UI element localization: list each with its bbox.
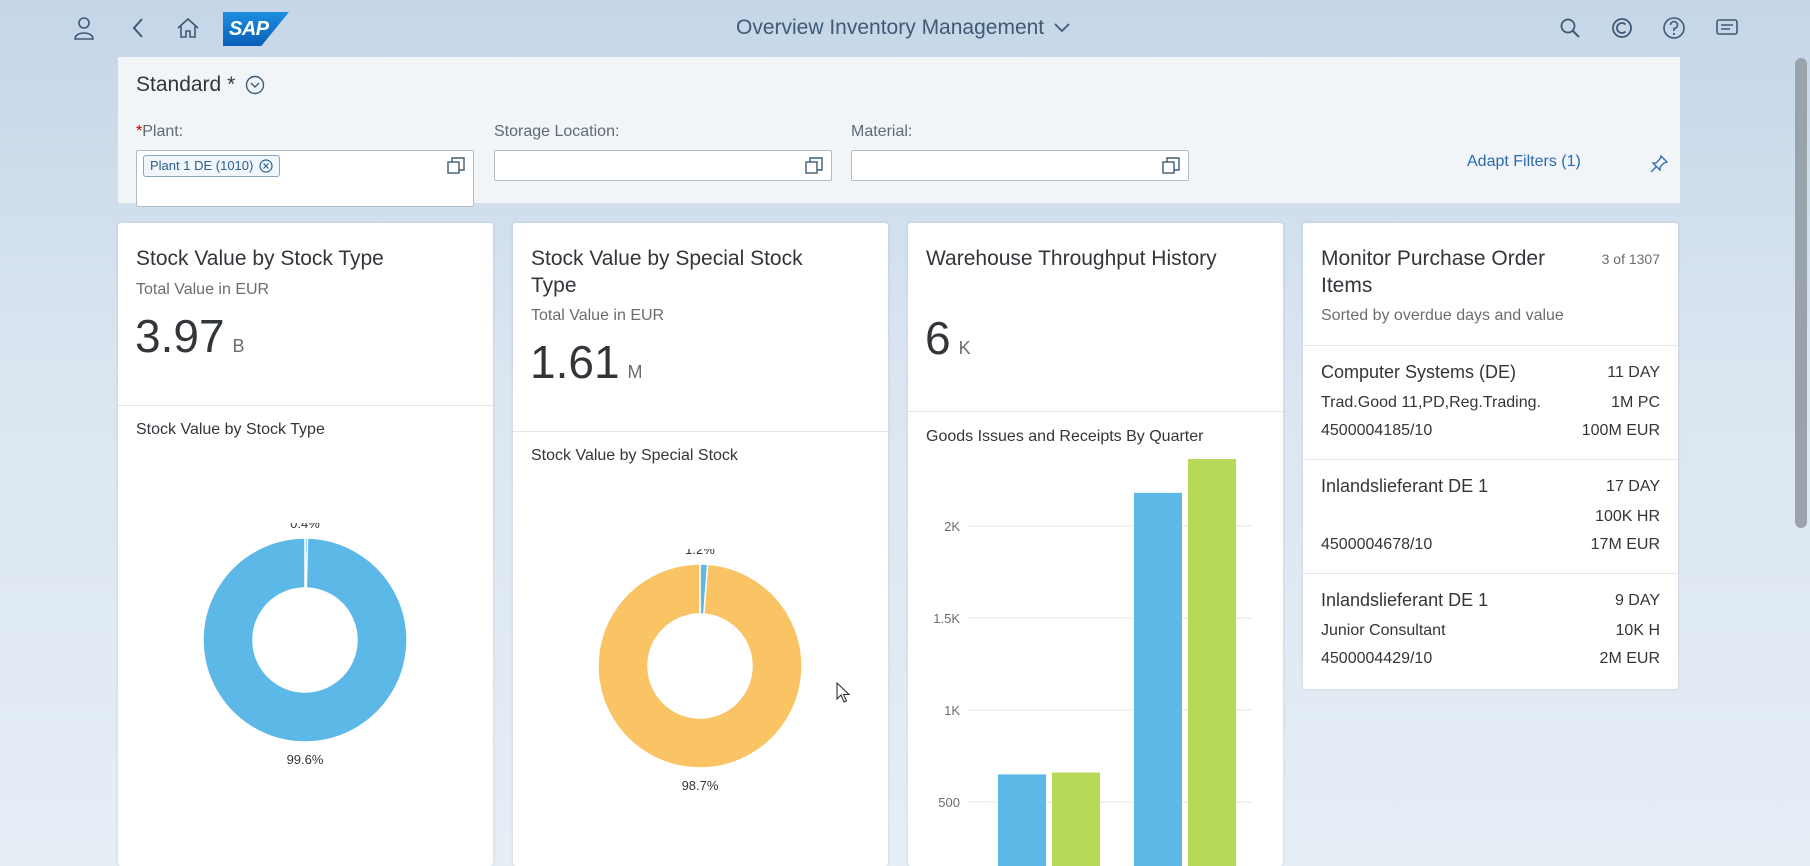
user-icon[interactable]	[70, 14, 98, 42]
help-icon[interactable]	[1660, 14, 1688, 42]
pin-icon[interactable]	[1650, 155, 1668, 173]
overdue-days: 11 DAY	[1607, 364, 1660, 381]
kpi-number: 6	[925, 312, 951, 364]
quantity: 1M PC	[1611, 394, 1660, 411]
po-number: 4500004678/10	[1321, 536, 1433, 553]
filter-bar: Standard * *Plant: Plant 1 DE (1010) Sto…	[118, 57, 1680, 207]
po-number: 4500004429/10	[1321, 650, 1433, 667]
kpi-value: 3.97 B	[135, 309, 245, 363]
quantity: 100K HR	[1595, 508, 1660, 525]
bar[interactable]	[998, 774, 1046, 866]
remove-token-icon[interactable]	[259, 159, 273, 173]
bar[interactable]	[1052, 772, 1100, 866]
required-marker: *	[136, 123, 143, 140]
po-value: 17M EUR	[1590, 536, 1660, 553]
material-desc: Junior Consultant	[1321, 622, 1446, 639]
slice-label: 98.7%	[682, 778, 719, 793]
supplier-name: Inlandslieferant DE 1	[1321, 476, 1489, 496]
value-help-icon[interactable]	[447, 157, 465, 175]
card-title: Monitor Purchase Order Items	[1321, 247, 1546, 297]
card-title: Stock Value by Special Stock Type	[531, 247, 803, 297]
donut-chart[interactable]: 1.2% 98.7%	[513, 549, 888, 809]
card-subtitle: Sorted by overdue days and value	[1321, 307, 1564, 324]
card-title: Warehouse Throughput History	[926, 247, 1217, 270]
overdue-days: 17 DAY	[1606, 478, 1660, 495]
plant-label-text: Plant:	[142, 123, 184, 140]
plant-token[interactable]: Plant 1 DE (1010)	[143, 155, 281, 177]
app-title-menu[interactable]: Overview Inventory Management	[736, 16, 1070, 40]
storage-location-label: Storage Location:	[494, 123, 620, 140]
shell-bar: SAP Overview Inventory Management	[0, 0, 1810, 56]
material-input[interactable]	[851, 150, 1189, 181]
page-scrollbar[interactable]	[1795, 58, 1807, 528]
po-value: 100M EUR	[1581, 422, 1660, 439]
card-stock-value-by-special-stock-type[interactable]: Stock Value by Special Stock Type Total …	[513, 223, 888, 866]
kpi-value: 1.61 M	[530, 335, 643, 389]
kpi-number: 1.61	[530, 336, 620, 388]
card-stock-value-by-stock-type[interactable]: Stock Value by Stock Type Total Value in…	[118, 223, 493, 866]
card-subtitle: Total Value in EUR	[531, 307, 665, 324]
donut-slice[interactable]	[597, 563, 803, 769]
chart-title: Stock Value by Stock Type	[136, 421, 325, 438]
kpi-unit: B	[232, 336, 245, 356]
slice-label: 0.4%	[290, 523, 320, 531]
quantity: 10K H	[1615, 622, 1660, 639]
value-help-icon[interactable]	[1162, 157, 1180, 175]
kpi-number: 3.97	[135, 310, 225, 362]
chart-title: Goods Issues and Receipts By Quarter	[926, 428, 1204, 445]
variant-name: Standard *	[136, 73, 236, 96]
donut-slice[interactable]	[202, 537, 408, 743]
item-count: 3 of 1307	[1601, 251, 1660, 267]
card-monitor-purchase-order-items[interactable]: Monitor Purchase Order Items 3 of 1307 S…	[1303, 223, 1678, 689]
donut-chart[interactable]: 0.4% 99.6%	[118, 523, 493, 783]
variant-selector[interactable]: Standard *	[136, 73, 265, 97]
slice-label: 99.6%	[287, 752, 324, 767]
supplier-name: Inlandslieferant DE 1	[1321, 590, 1489, 610]
divider	[908, 411, 1283, 412]
value-help-icon[interactable]	[805, 157, 823, 175]
home-icon[interactable]	[174, 14, 202, 42]
supplier-name: Computer Systems (DE)	[1321, 362, 1517, 382]
card-subtitle: Total Value in EUR	[136, 281, 270, 298]
y-tick-label: 2K	[944, 519, 960, 534]
search-icon[interactable]	[1556, 14, 1584, 42]
bar[interactable]	[1134, 492, 1182, 866]
divider	[118, 405, 493, 406]
kpi-unit: M	[627, 362, 643, 382]
material-desc: Trad.Good 11,PD,Reg.Trading.	[1321, 394, 1541, 411]
y-tick-label: 1K	[944, 703, 960, 718]
plant-label: *Plant:	[136, 123, 183, 141]
adapt-filters-button[interactable]: Adapt Filters (1)	[1467, 153, 1581, 170]
chevron-down-circle-icon	[246, 75, 265, 95]
slice-label: 1.2%	[685, 549, 715, 557]
overdue-days: 9 DAY	[1614, 592, 1660, 609]
chevron-down-icon	[1054, 23, 1070, 33]
bar[interactable]	[1188, 459, 1236, 866]
divider	[513, 431, 888, 432]
chart-title: Stock Value by Special Stock	[531, 447, 738, 464]
card-title: Stock Value by Stock Type	[136, 247, 384, 270]
mouse-cursor-icon	[836, 682, 851, 703]
app-title: Overview Inventory Management	[736, 16, 1045, 39]
y-tick-label: 1.5K	[933, 611, 960, 626]
material-label: Material:	[851, 123, 913, 140]
po-value: 2M EUR	[1599, 650, 1660, 667]
list-item[interactable]: Inlandslieferant DE 1 9 DAY Junior Consu…	[1303, 573, 1678, 687]
list-item[interactable]: Inlandslieferant DE 1 17 DAY 100K HR 450…	[1303, 459, 1678, 573]
copilot-icon[interactable]	[1608, 14, 1636, 42]
notifications-icon[interactable]	[1713, 14, 1741, 42]
list-item[interactable]: Computer Systems (DE) 11 DAY Trad.Good 1…	[1303, 345, 1678, 459]
plant-token-text: Plant 1 DE (1010)	[150, 158, 254, 173]
sap-logo[interactable]: SAP	[223, 12, 289, 46]
storage-location-input[interactable]	[494, 150, 832, 181]
kpi-unit: K	[958, 338, 971, 358]
plant-input[interactable]: Plant 1 DE (1010)	[136, 150, 474, 207]
y-tick-label: 500	[938, 795, 960, 810]
back-icon[interactable]	[124, 14, 152, 42]
po-number: 4500004185/10	[1321, 422, 1433, 439]
